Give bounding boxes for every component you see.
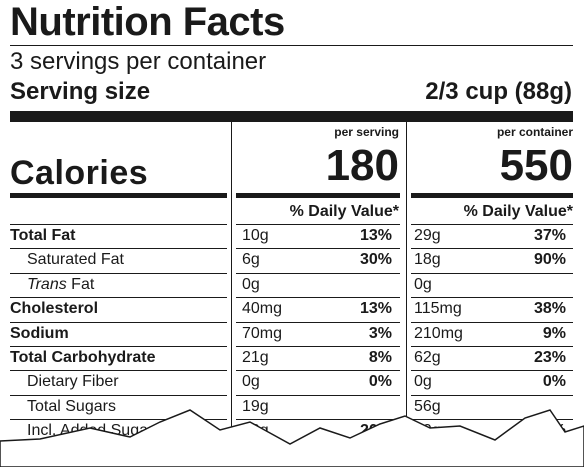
- thick-bar: [10, 111, 573, 122]
- nutrient-name: Total Carbohydrate: [10, 349, 156, 366]
- calories-rule-serving: [236, 193, 400, 198]
- serving-daily-value: 0%: [368, 373, 392, 391]
- nutrient-name: Saturated Fat: [27, 251, 124, 269]
- row-separator: [411, 272, 573, 274]
- container-daily-value: 38%: [533, 300, 566, 318]
- nutrient-name-rest: Fat: [71, 275, 95, 293]
- container-daily-value: 9%: [542, 324, 566, 342]
- row-separator: [411, 419, 573, 421]
- serving-amount: 10g: [242, 227, 269, 244]
- row-separator: [10, 419, 227, 421]
- serving-daily-value: 8%: [368, 349, 392, 366]
- calories-per-serving: 180: [325, 141, 399, 190]
- serving-amount: 19g: [242, 397, 269, 415]
- row-separator: [10, 394, 227, 396]
- serving-amount: 6g: [242, 251, 260, 269]
- nutrient-name: Trans Fat: [27, 276, 94, 294]
- row-separator: [10, 224, 227, 225]
- serving-daily-value: 13%: [359, 227, 392, 244]
- per-serving-header: per serving: [334, 125, 399, 139]
- serving-size-label: Serving size: [10, 78, 151, 105]
- row-separator: [411, 321, 573, 323]
- row-separator: [10, 346, 227, 347]
- row-separator: [236, 419, 400, 421]
- container-amount: 0g: [414, 373, 432, 391]
- serving-amount: 0g: [242, 373, 260, 391]
- nutrient-name-italic: Trans: [27, 275, 67, 293]
- container-amount: 0g: [414, 275, 432, 293]
- column-divider-container: [406, 122, 407, 467]
- row-separator: [411, 346, 573, 347]
- calories-rule-container: [411, 193, 573, 198]
- container-amount: 18g: [414, 251, 441, 269]
- container-daily-value: 0%: [542, 373, 566, 391]
- row-separator: [236, 394, 400, 396]
- serving-size-value: 2/3 cup (88g): [425, 78, 572, 105]
- column-divider-serving: [231, 122, 232, 467]
- nutrient-name: Dietary Fiber: [27, 373, 119, 391]
- nutrient-name: Total Sugars: [27, 397, 116, 415]
- row-separator: [10, 248, 227, 250]
- daily-value-header-serving: % Daily Value*: [289, 203, 399, 220]
- container-daily-value: 90%: [533, 251, 566, 269]
- calories-rule-left: [10, 193, 227, 198]
- container-amount: 56g: [414, 397, 441, 415]
- title-rule: [10, 45, 573, 46]
- torn-edge: [0, 409, 584, 467]
- row-separator: [236, 224, 400, 225]
- row-separator: [10, 370, 227, 372]
- calories-label: Calories: [10, 154, 149, 192]
- serving-amount: 0g: [242, 275, 260, 293]
- row-separator: [411, 248, 573, 250]
- container-amount: 210mg: [414, 324, 463, 342]
- serving-daily-value: 3%: [368, 324, 392, 342]
- row-separator: [236, 272, 400, 274]
- row-separator: [10, 272, 227, 274]
- per-container-header: per container: [496, 125, 573, 139]
- serving-daily-value: 30%: [359, 251, 392, 269]
- calories-per-container: 550: [499, 141, 573, 190]
- container-daily-value: 37%: [533, 227, 566, 244]
- serving-daily-value: 13%: [359, 300, 392, 318]
- row-separator: [236, 297, 400, 299]
- nutrient-name: Total Fat: [10, 227, 76, 244]
- serving-amount: 21g: [242, 349, 269, 366]
- row-separator: [10, 321, 227, 323]
- container-amount: 29g: [414, 227, 441, 244]
- row-separator: [236, 321, 400, 323]
- container-amount: 115mg: [414, 300, 462, 318]
- row-separator: [10, 297, 227, 299]
- row-separator: [236, 370, 400, 372]
- nutrient-name: Cholesterol: [10, 300, 99, 318]
- row-separator: [411, 370, 573, 372]
- serving-amount: 40mg: [242, 300, 283, 318]
- row-separator: [236, 346, 400, 347]
- daily-value-header-container: % Daily Value*: [463, 203, 573, 220]
- row-separator: [236, 248, 400, 250]
- container-amount: 62g: [414, 349, 441, 366]
- row-separator: [411, 224, 573, 225]
- row-separator: [411, 394, 573, 396]
- container-daily-value: 23%: [533, 349, 566, 366]
- row-separator: [411, 297, 573, 299]
- nutrient-name: Sodium: [10, 324, 69, 342]
- servings-per-container: 3 servings per container: [10, 48, 267, 75]
- label-title: Nutrition Facts: [10, 0, 285, 44]
- serving-amount: 70mg: [242, 324, 283, 342]
